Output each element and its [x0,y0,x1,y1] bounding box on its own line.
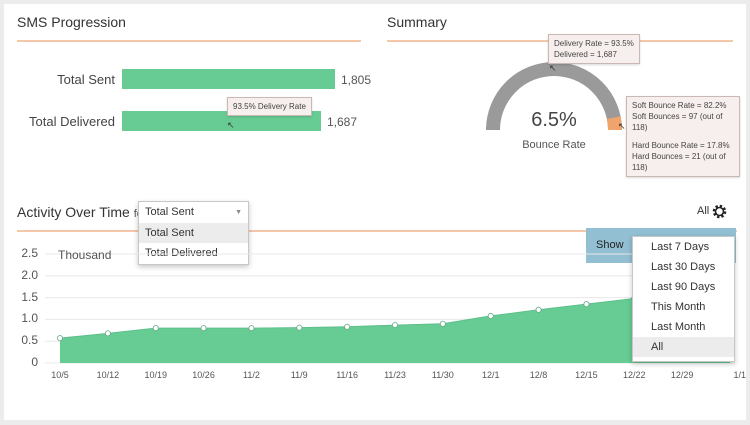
x-tick-label: 12/15 [575,370,598,380]
x-tick-label: 11/30 [431,370,454,380]
data-point[interactable] [248,325,255,332]
data-point[interactable] [200,325,207,332]
mouse-cursor-icon: ↖ [227,120,235,130]
data-point[interactable] [344,323,351,330]
mouse-cursor-icon: ↖ [549,63,557,73]
data-point[interactable] [391,322,398,329]
show-label: Show [596,239,624,251]
bounce-breakdown-tooltip: Soft Bounce Rate = 82.2% Soft Bounces = … [626,96,740,177]
sms-progression-divider [17,40,361,42]
range-option-last-month[interactable]: Last Month [651,321,706,333]
range-option-last-90-days[interactable]: Last 90 Days [651,281,716,293]
bounce-rate-value: 6.5% [531,109,577,131]
tooltip-line: Delivered = 1,687 [554,50,617,59]
mouse-cursor-icon: ↖ [618,121,626,131]
activity-title-text: Activity Over Time [17,204,130,220]
x-tick-label: 12/1 [481,370,500,380]
total-delivered-value: 1,687 [327,115,358,129]
y-axis-unit-label: Thousand [58,248,112,262]
x-tick-label: 10/5 [51,370,69,380]
y-tick-label: 2.5 [21,246,38,260]
y-tick-label: 0.5 [21,333,38,348]
gear-icon[interactable] [711,203,728,220]
gauge-bounce-arc[interactable] [606,116,622,131]
metric-option-total-sent[interactable]: Total Sent [139,223,248,243]
data-point[interactable] [535,306,542,313]
x-tick-label: 11/16 [336,370,359,380]
x-tick-label: 12/29 [670,370,694,380]
tooltip-line: Soft Bounces = 97 (out of 118) [632,112,723,132]
total-delivered-bar[interactable] [122,111,321,131]
y-tick-label: 1.0 [21,311,38,326]
x-tick-label: 11/9 [290,370,308,380]
activity-divider [17,230,737,232]
data-point[interactable] [583,301,590,308]
data-point[interactable] [104,330,111,337]
total-sent-bar[interactable] [122,69,335,89]
y-tick-label: 1.5 [21,289,38,304]
metric-option-total-delivered[interactable]: Total Delivered [145,247,218,259]
total-delivered-label: Total Delivered [29,114,115,129]
data-point[interactable] [296,324,303,331]
x-tick-label: 1/1 [733,370,746,380]
x-tick-label: 10/26 [192,370,215,380]
x-tick-label: 10/12 [96,370,120,380]
delivery-rate-tooltip: 93.5% Delivery Rate [227,97,312,116]
range-option-last-30-days[interactable]: Last 30 Days [651,261,716,273]
bounce-rate-gauge [486,62,622,131]
metric-select-value[interactable]: Total Sent ▼ [139,202,248,223]
sms-progression-title: SMS Progression [17,14,126,30]
data-point[interactable] [439,320,446,327]
summary-title: Summary [387,14,447,30]
bounce-rate-label: Bounce Rate [522,139,586,151]
x-tick-label: 12/8 [529,370,548,380]
chart-area-fill [60,284,730,363]
range-option-this-month[interactable]: This Month [651,301,706,313]
delivery-rate-summary-tooltip: Delivery Rate = 93.5% Delivered = 1,687 [548,34,640,64]
tooltip-line: Delivery Rate = 93.5% [554,39,634,48]
gauge-delivered-arc[interactable] [486,62,622,131]
x-tick-label: 10/19 [144,370,167,380]
tooltip-line: Hard Bounce Rate = 17.8% [632,141,730,150]
y-tick-label: 2.0 [21,267,38,282]
metric-select-value-text: Total Sent [145,206,194,218]
x-tick-label: 12/22 [623,370,646,380]
range-option-last-7-days[interactable]: Last 7 Days [651,241,710,253]
range-option-all[interactable]: All [633,337,734,357]
total-sent-value: 1,805 [341,73,372,87]
y-tick-label: 0 [31,355,38,369]
data-point[interactable] [57,335,64,342]
tooltip-line: Soft Bounce Rate = 82.2% [632,101,727,110]
tooltip-line: Hard Bounces = 21 (out of 118) [632,152,726,172]
total-sent-label: Total Sent [57,72,115,87]
chart-points [57,281,734,342]
chevron-down-icon[interactable]: ▼ [235,209,242,216]
range-current-label[interactable]: All [697,205,710,217]
range-dropdown[interactable]: Last 7 Days Last 30 Days Last 90 Days Th… [632,236,735,362]
x-tick-label: 11/2 [242,370,260,380]
data-point[interactable] [487,312,494,319]
data-point[interactable] [152,325,159,332]
x-tick-label: 11/23 [384,370,406,380]
